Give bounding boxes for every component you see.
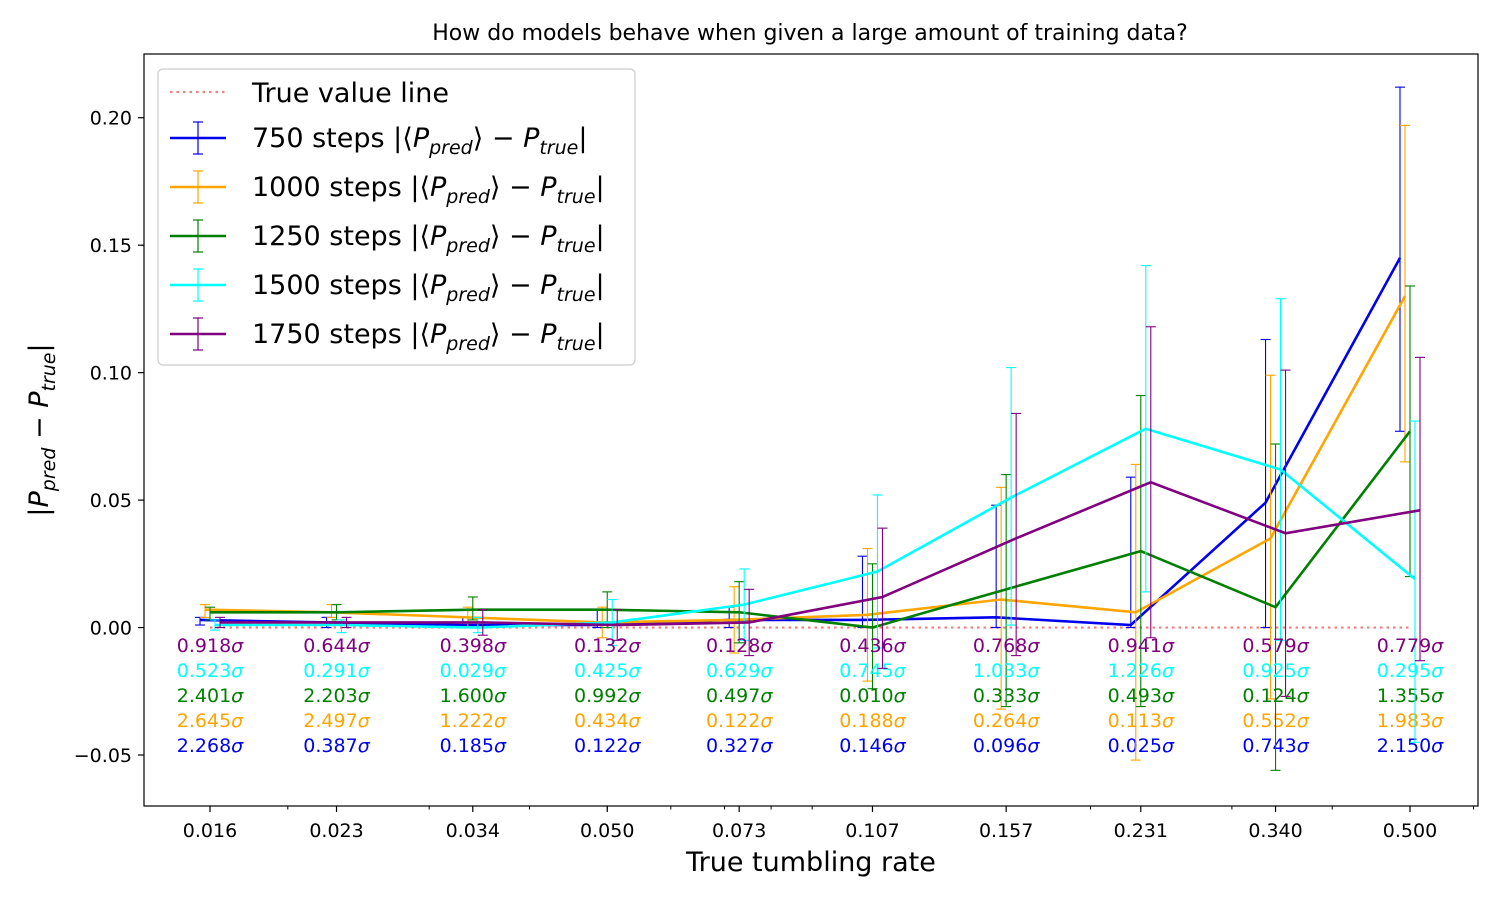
y-tick-label: 0.05: [90, 490, 132, 512]
sigma-label: 0.398σ: [440, 635, 507, 657]
sigma-label: 0.096σ: [973, 735, 1040, 757]
sigma-label: 1.983σ: [1377, 710, 1444, 732]
sigma-label: 0.941σ: [1108, 635, 1175, 657]
sigma-label: 0.132σ: [574, 635, 641, 657]
sigma-label: 0.333σ: [973, 685, 1040, 707]
x-axis-label: True tumbling rate: [685, 847, 936, 878]
legend-label: 1750 steps |⟨Ppred⟩ − Ptrue|: [252, 319, 605, 355]
sigma-label: 0.295σ: [1377, 660, 1444, 682]
plot-layer: 2.268σ 0.387σ 0.185σ 0.122σ 0.327σ 0.146σ 0.09…: [177, 86, 1444, 771]
legend-box: [157, 68, 636, 366]
sigma-label: 0.629σ: [706, 660, 773, 682]
legend-label: 1500 steps |⟨Ppred⟩ − Ptrue|: [252, 270, 605, 306]
sigma-label: 0.497σ: [706, 685, 773, 707]
y-axis-label: |Ppred − Ptrue|: [24, 343, 60, 516]
sigma-label: 0.113σ: [1108, 710, 1175, 732]
sigma-label: 1.033σ: [973, 660, 1040, 682]
sigma-label: 2.150σ: [1377, 735, 1444, 757]
sigma-label: 0.745σ: [839, 660, 906, 682]
sigma-label: 0.493σ: [1108, 685, 1175, 707]
sigma-label: 0.291σ: [303, 660, 370, 682]
series-line: [220, 480, 1421, 627]
sigma-label: 0.992σ: [574, 685, 641, 707]
series-line: [215, 427, 1416, 629]
x-tick-label: 0.073: [712, 820, 766, 842]
sigma-label: 0.128σ: [706, 635, 773, 657]
sigma-label: 0.768σ: [973, 635, 1040, 657]
sigma-label: 0.523σ: [177, 660, 244, 682]
legend-label: 750 steps |⟨Ppred⟩ − Ptrue|: [252, 123, 587, 159]
sigma-label: 0.124σ: [1242, 685, 1309, 707]
sigma-label: 0.779σ: [1377, 635, 1444, 657]
legend-label: 1250 steps |⟨Ppred⟩ − Ptrue|: [252, 221, 605, 257]
x-tick-label: 0.231: [1114, 820, 1168, 842]
series-5: 0.918σ 0.644σ 0.398σ 0.132σ 0.128σ 0.436σ 0.76…: [177, 326, 1444, 697]
sigma-label: 0.122σ: [574, 735, 641, 757]
legend-label: True value line: [251, 78, 449, 109]
y-tick-label: 0.00: [90, 618, 132, 640]
sigma-label: 0.925σ: [1242, 660, 1309, 682]
sigma-label: 0.425σ: [574, 660, 641, 682]
x-tick-label: 0.157: [979, 820, 1033, 842]
sigma-label: 0.025σ: [1108, 735, 1175, 757]
axis-layer: −0.05 0.00 0.05 0.10 0.15 0.20 0.016 0.023 0.034…: [74, 108, 1475, 842]
sigma-label: 0.146σ: [839, 735, 906, 757]
legend-label: 1000 steps |⟨Ppred⟩ − Ptrue|: [252, 172, 605, 208]
x-tick-label: 0.107: [845, 820, 899, 842]
sigma-label: 2.401σ: [177, 685, 244, 707]
sigma-label: 0.552σ: [1242, 710, 1309, 732]
sigma-label: 2.203σ: [303, 685, 370, 707]
series-line: [210, 430, 1412, 629]
sigma-label: 1.222σ: [440, 710, 507, 732]
sigma-label: 2.645σ: [177, 710, 244, 732]
sigma-label: 0.918σ: [177, 635, 244, 657]
sigma-label: 2.268σ: [177, 735, 244, 757]
x-tick-label: 0.034: [446, 820, 500, 842]
sigma-label: 0.188σ: [839, 710, 906, 732]
chart-title: How do models behave when given a large …: [432, 21, 1188, 46]
sigma-label: 0.010σ: [839, 685, 906, 707]
x-tick-label: 0.500: [1383, 820, 1437, 842]
sigma-label: 0.327σ: [706, 735, 773, 757]
y-tick-label: 0.20: [90, 108, 132, 130]
x-tick-label: 0.050: [580, 820, 634, 842]
sigma-label: 2.497σ: [303, 710, 370, 732]
sigma-label: 0.264σ: [973, 710, 1040, 732]
sigma-label: 0.436σ: [839, 635, 906, 657]
sigma-label: 0.122σ: [706, 710, 773, 732]
y-tick-label: 0.10: [90, 363, 132, 385]
series-2: 2.645σ 2.497σ 1.222σ 0.434σ 0.122σ 0.188σ 0.26…: [177, 124, 1444, 761]
sigma-label: 0.434σ: [574, 710, 641, 732]
sigma-label: 0.743σ: [1242, 735, 1309, 757]
sigma-label: 0.644σ: [303, 635, 370, 657]
sigma-label: 1.600σ: [440, 685, 507, 707]
series-4: 0.523σ 0.291σ 0.029σ 0.425σ 0.629σ 0.745σ 1.03…: [177, 265, 1444, 743]
series-line: [204, 295, 1407, 624]
sigma-label: 0.029σ: [440, 660, 507, 682]
sigma-label: 1.226σ: [1108, 660, 1175, 682]
x-tick-label: 0.016: [183, 820, 237, 842]
sigma-label: 0.387σ: [303, 735, 370, 757]
x-tick-label: 0.023: [309, 820, 363, 842]
y-tick-label: 0.15: [90, 235, 132, 257]
sigma-label: 1.355σ: [1377, 685, 1444, 707]
y-tick-label: −0.05: [74, 745, 132, 767]
sigma-label: 0.185σ: [440, 735, 507, 757]
sigma-label: 0.579σ: [1242, 635, 1309, 657]
x-tick-label: 0.340: [1248, 820, 1302, 842]
legend: True value line 750 steps |⟨Ppred⟩ − Ptru…: [157, 68, 636, 366]
